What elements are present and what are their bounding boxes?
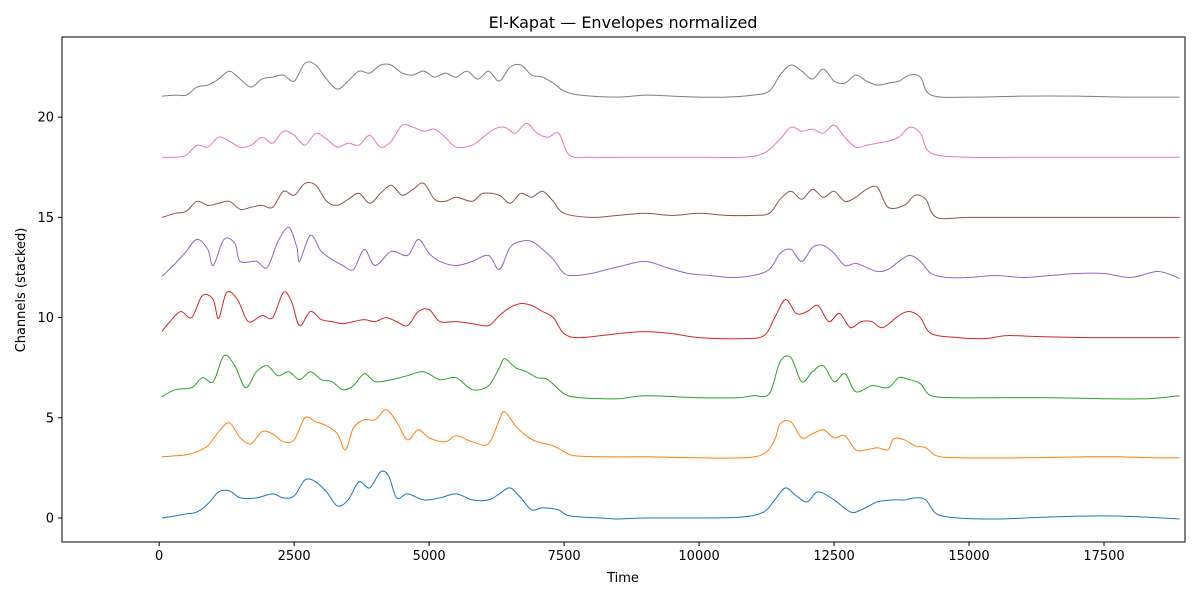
series-line-1: [161, 409, 1180, 459]
x-tick-label: 15000: [948, 549, 989, 564]
x-axis: 0 2500 5000 7500 10000 12500 15000 17500: [155, 542, 1125, 564]
x-tick-label: 7500: [548, 549, 581, 564]
plot-frame: [61, 36, 1186, 543]
x-tick-label: 12500: [813, 549, 854, 564]
series-line-5: [161, 181, 1180, 220]
y-axis-label: Channels (stacked): [14, 228, 29, 353]
series-layer: [161, 61, 1180, 520]
series-line-2: [161, 354, 1180, 400]
y-tick-label: 0: [46, 511, 54, 526]
series-line-7: [161, 61, 1180, 98]
series-line-0: [161, 470, 1180, 520]
y-tick-label: 15: [37, 211, 54, 226]
x-tick-label: 10000: [678, 549, 719, 564]
x-tick-label: 17500: [1083, 549, 1124, 564]
y-axis: 0 5 10 15 20: [37, 111, 62, 526]
x-tick-label: 0: [155, 549, 163, 564]
y-tick-label: 10: [37, 311, 54, 326]
x-tick-label: 5000: [413, 549, 446, 564]
y-tick-label: 5: [46, 411, 54, 426]
series-line-4: [161, 226, 1180, 279]
x-tick-label: 2500: [278, 549, 311, 564]
series-line-6: [161, 122, 1180, 159]
y-tick-label: 20: [37, 111, 54, 126]
x-axis-label: Time: [606, 571, 639, 586]
chart-title: El-Kapat — Envelopes normalized: [489, 13, 758, 32]
series-line-3: [161, 291, 1180, 340]
